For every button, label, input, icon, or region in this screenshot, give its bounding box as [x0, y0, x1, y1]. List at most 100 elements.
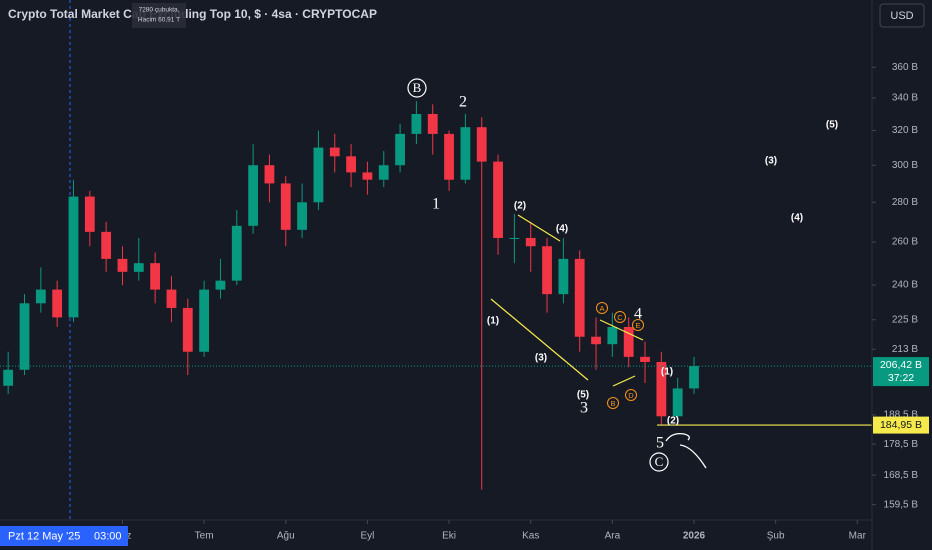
candle-body	[525, 237, 536, 247]
candle-body	[182, 307, 193, 352]
candle-body	[542, 246, 552, 295]
x-tick-label: 2026	[683, 531, 706, 542]
candle-body	[444, 133, 454, 180]
annotation: C	[655, 454, 664, 469]
annotation: (5)	[577, 390, 589, 401]
candle-body	[150, 263, 161, 290]
last-price-label: 206,42 B	[880, 359, 922, 371]
candle-body	[133, 263, 144, 272]
trendline	[612, 375, 636, 387]
last-price-box	[873, 357, 929, 387]
y-tick-label: 159,5 B	[884, 499, 919, 510]
trendline	[517, 214, 561, 242]
y-tick-label: 240 B	[892, 280, 918, 291]
y-tick-label: 213 B	[892, 344, 918, 355]
annotation: C	[617, 313, 623, 322]
candle-body	[672, 388, 683, 417]
y-tick-label: 360 B	[892, 62, 918, 73]
candle-body	[68, 196, 79, 318]
annotation-circle	[596, 302, 608, 314]
annotation: (4)	[556, 224, 568, 235]
annotation: (2)	[667, 416, 679, 427]
chart-title: Crypto Total Market Cap Excluding Top 10…	[8, 7, 377, 21]
candle-body	[411, 113, 422, 134]
crosshair-date: Pzt 12 May '25	[8, 530, 80, 542]
annotation: 1	[432, 196, 440, 213]
annotation-circle	[649, 452, 669, 472]
y-tick-label: 280 B	[892, 197, 918, 208]
candle-body	[313, 147, 324, 203]
annotation: (3)	[535, 353, 547, 364]
x-tick-label: Eki	[442, 531, 456, 542]
annotation: 2	[459, 94, 467, 111]
candle-body	[689, 366, 699, 389]
x-tick-label: Kas	[522, 531, 539, 542]
y-tick-label: 168,5 B	[884, 470, 919, 481]
candle-body	[656, 361, 667, 417]
annotation: (5)	[826, 120, 838, 131]
candle-body	[346, 156, 356, 173]
candle-body	[623, 326, 634, 357]
annotation-circle	[607, 397, 619, 409]
candle-body	[215, 280, 226, 290]
tooltip-text: Hacim 60,91 T	[138, 17, 180, 24]
annotation-circle	[614, 311, 626, 323]
candle-body	[35, 289, 46, 304]
y-tick-label: 188,5 B	[884, 410, 919, 421]
x-tick-label: Ara	[605, 531, 621, 542]
annotation: 3	[580, 400, 588, 417]
candle-body	[591, 336, 601, 345]
annotation: B	[610, 399, 615, 408]
x-tick-label: Eyl	[360, 531, 374, 542]
candle-body	[607, 326, 618, 345]
x-tick-label: Şub	[767, 531, 785, 542]
candle-body	[280, 183, 291, 230]
candle-body	[476, 127, 487, 162]
candle-body	[378, 165, 389, 180]
candle-body	[264, 165, 275, 184]
annotation: (4)	[791, 213, 803, 224]
candle-body	[101, 231, 112, 259]
annotations: B21 (2)(4)(1)(3)(5)3AC 4EBD(1)(2)5C(3)(5)(…	[407, 78, 838, 472]
crosshair-date-box	[0, 526, 128, 546]
level-label: 184,95 B	[880, 419, 922, 431]
candle-body	[248, 165, 259, 226]
tooltip-text: 7280 çubukta,	[139, 7, 180, 14]
candle-body	[427, 113, 438, 134]
candle-body	[362, 172, 373, 180]
candle-body	[117, 258, 128, 272]
y-tick-label: 320 B	[892, 125, 918, 136]
currency-label[interactable]: USD	[890, 10, 913, 22]
annotation: (3)	[765, 156, 777, 167]
y-tick-label: 260 B	[892, 237, 918, 248]
annotation: 5	[656, 435, 664, 452]
candle-body	[3, 369, 14, 386]
candle-body	[640, 356, 650, 362]
x-tick-label: Tem	[195, 531, 214, 542]
annotation: B	[413, 80, 422, 95]
annotation: (1)	[661, 367, 673, 378]
y-tick-label: 300 B	[892, 160, 918, 171]
crosshair-time: 03:00	[94, 530, 122, 542]
tooltip-box	[132, 3, 186, 28]
candle-body	[395, 133, 405, 166]
currency-button[interactable]	[879, 3, 925, 28]
x-tick-label: Mar	[849, 531, 867, 542]
x-tick-label: Ağu	[277, 531, 295, 542]
hand-drawing	[665, 433, 707, 469]
annotation: (1)	[487, 316, 499, 327]
candle-body	[199, 289, 210, 352]
candle-body	[558, 258, 569, 295]
level-box	[873, 416, 929, 434]
annotation: (2)	[514, 201, 526, 212]
y-tick-label: 340 B	[892, 93, 918, 104]
candle-body	[460, 127, 471, 180]
candle-body	[574, 258, 585, 337]
countdown: 37:22	[888, 372, 914, 384]
annotation: 4	[634, 306, 642, 323]
annotation-circle	[407, 78, 427, 98]
candle-body	[329, 147, 340, 157]
annotation: D	[628, 391, 634, 400]
annotation-circle	[625, 389, 637, 401]
